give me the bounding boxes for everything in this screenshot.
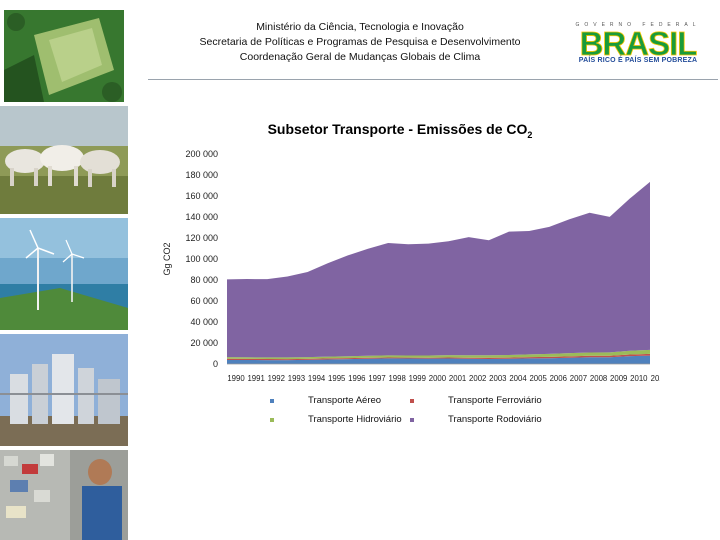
logo-tagline: PAÍS RICO É PAÍS SEM POBREZA [578, 57, 698, 64]
brasil-logo: GOVERNO FEDERAL BRASIL PAÍS RICO É PAÍS … [572, 22, 704, 70]
chart-title-text: Subsetor Transporte - Emissões de CO [267, 121, 528, 137]
x-tick-label: 1993 [288, 374, 305, 383]
y-tick-label: 60 000 [190, 296, 218, 306]
logo-top-text: GOVERNO FEDERAL [575, 22, 701, 28]
legend-label: Transporte Ferroviário [448, 395, 542, 406]
x-tick-label: 1997 [368, 374, 385, 383]
x-tick-label: 1994 [308, 374, 326, 383]
y-tick-label: 100 000 [185, 254, 218, 264]
y-tick-label: 140 000 [185, 212, 218, 222]
x-tick-label: 2002 [469, 374, 486, 383]
legend-swatch [410, 418, 414, 422]
x-tick-label: 1990 [227, 374, 245, 383]
x-tick-label: 2006 [550, 374, 567, 383]
legend-swatch [410, 399, 414, 403]
x-tick-label: 2005 [529, 374, 547, 383]
y-tick-label: 20 000 [190, 338, 218, 348]
cattle-photo [0, 106, 128, 214]
x-tick-label: 1999 [409, 374, 426, 383]
x-tick-label: 1996 [348, 374, 365, 383]
header-divider [148, 79, 718, 80]
secretariat-name: Secretaria de Políticas e Programas de P… [199, 36, 521, 48]
y-tick-label: 120 000 [185, 233, 218, 243]
legend-label: Transporte Aéreo [308, 395, 382, 406]
area-series-2 [227, 353, 650, 361]
x-tick-label: 2001 [449, 374, 466, 383]
x-tick-label: 2003 [489, 374, 506, 383]
x-tick-label: 2009 [610, 374, 627, 383]
y-tick-label: 0 [213, 359, 218, 369]
y-tick-label: 80 000 [190, 275, 218, 285]
logo-word-text: BRASIL [580, 26, 698, 60]
x-tick-label: 2007 [570, 374, 587, 383]
x-tick-label: 1995 [328, 374, 346, 383]
x-tick-label: 2004 [509, 374, 527, 383]
legend-swatch [270, 399, 274, 403]
recycling-worker-photo [0, 450, 128, 540]
wind-turbines-photo [0, 218, 128, 330]
x-tick-label: 1998 [388, 374, 405, 383]
industrial-plant-photo [0, 334, 128, 446]
y-axis-label: Gg CO2 [162, 242, 172, 275]
header: Ministério da Ciência, Tecnologia e Inov… [150, 20, 570, 65]
x-tick-label: 1992 [268, 374, 285, 383]
x-tick-label: 2010 [630, 374, 648, 383]
coordination-name: Coordenação Geral de Mudanças Globais de… [239, 51, 481, 63]
area-series-4 [227, 181, 650, 358]
legend-swatch [270, 418, 274, 422]
area-series-3 [227, 349, 650, 360]
y-tick-label: 160 000 [185, 191, 218, 201]
y-tick-label: 40 000 [190, 317, 218, 327]
y-tick-label: 180 000 [185, 170, 218, 180]
aerial-deforestation-photo [4, 10, 124, 102]
emissions-area-chart: Gg CO2 0 20 000 40 000 60 000 80 000 100 000 12… [162, 149, 660, 383]
chart-title: Subsetor Transporte - Emissões de CO2 [220, 121, 580, 140]
x-tick-label: 2011 [651, 374, 660, 383]
x-tick-label: 2008 [590, 374, 607, 383]
legend-label: Transporte Hidroviário [308, 414, 402, 425]
x-tick-label: 1991 [247, 374, 264, 383]
area-series-1 [227, 355, 650, 364]
x-tick-label: 2000 [429, 374, 447, 383]
y-tick-label: 200 000 [185, 149, 218, 159]
logo-wordmark: BRASIL [579, 26, 698, 60]
legend-label: Transporte Rodoviário [448, 414, 542, 425]
ministry-name: Ministério da Ciência, Tecnologia e Inov… [256, 21, 464, 33]
chart-title-subscript: 2 [527, 129, 533, 140]
